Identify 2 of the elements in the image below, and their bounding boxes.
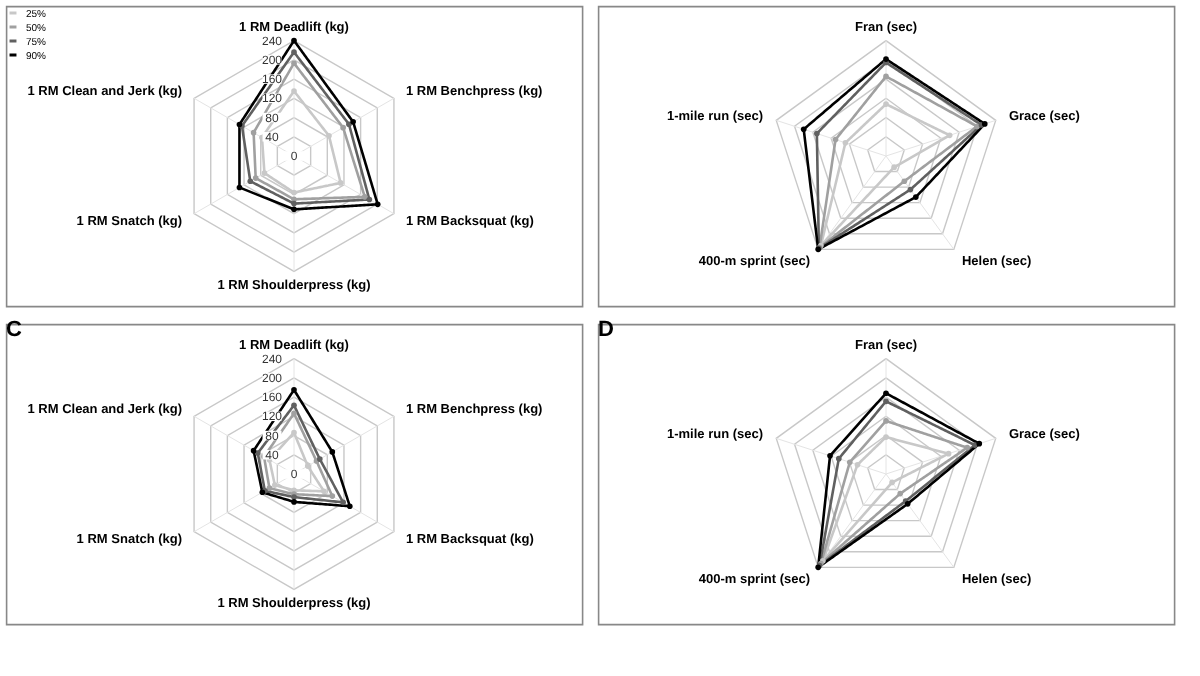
chart-title: C [6,318,22,342]
chart-title: D [598,318,614,342]
